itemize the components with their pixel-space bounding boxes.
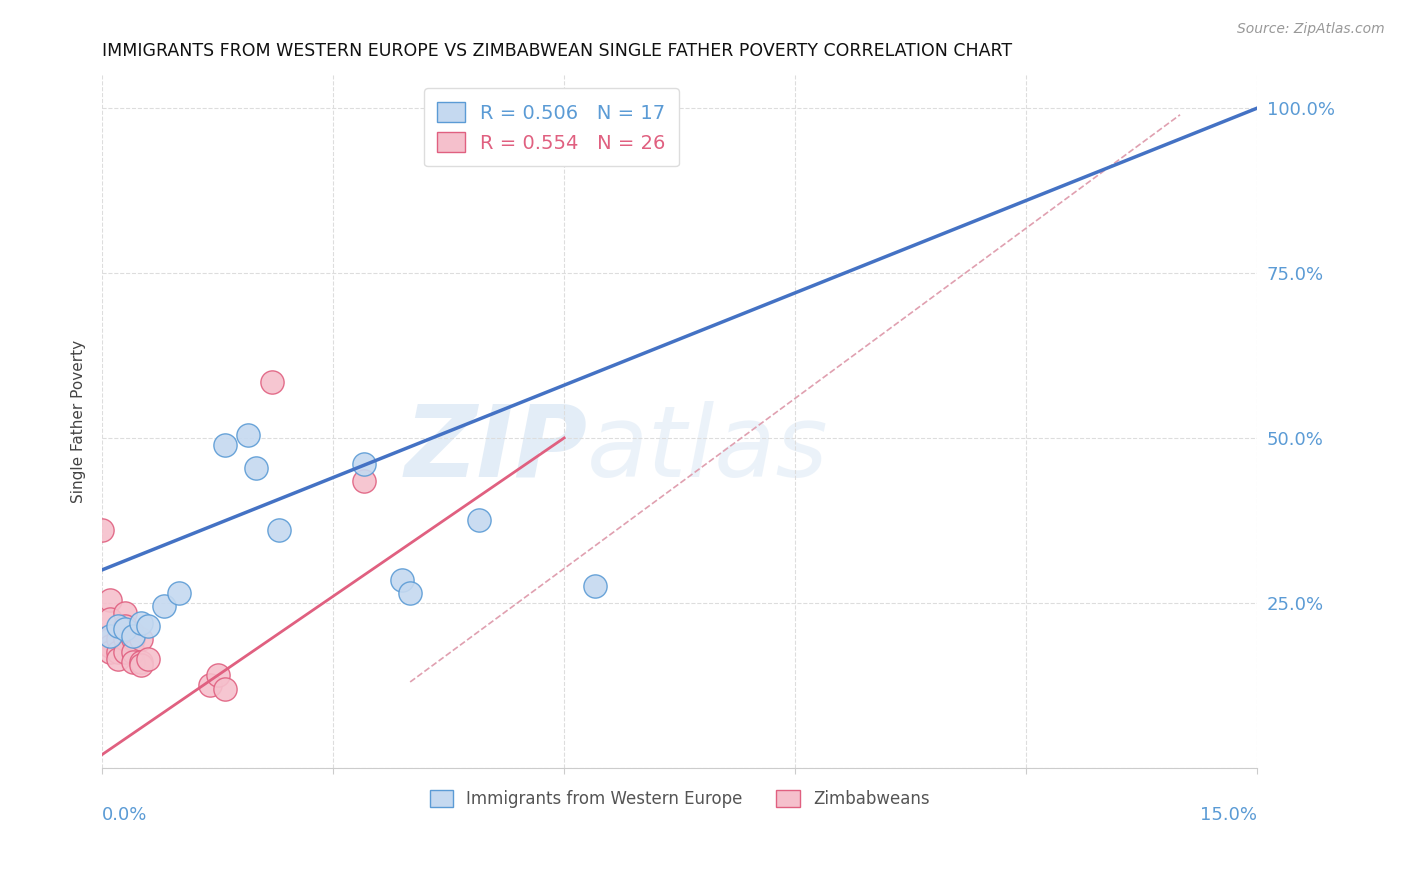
Point: [98, 592, 121, 607]
Point: [245, 460, 267, 475]
Point: [122, 625, 145, 640]
Point: [98, 639, 121, 653]
Point: [583, 579, 606, 593]
Point: [114, 619, 136, 633]
Point: [114, 632, 136, 646]
Text: atlas: atlas: [588, 401, 830, 498]
Point: [122, 629, 145, 643]
Point: [198, 678, 221, 692]
Point: [238, 427, 260, 442]
Text: Source: ZipAtlas.com: Source: ZipAtlas.com: [1237, 22, 1385, 37]
Text: IMMIGRANTS FROM WESTERN EUROPE VS ZIMBABWEAN SINGLE FATHER POVERTY CORRELATION C: IMMIGRANTS FROM WESTERN EUROPE VS ZIMBAB…: [103, 42, 1012, 60]
Point: [353, 458, 375, 472]
Point: [107, 632, 129, 646]
Point: [122, 655, 145, 669]
Point: [207, 668, 229, 682]
Y-axis label: Single Father Poverty: Single Father Poverty: [72, 340, 86, 503]
Point: [98, 612, 121, 626]
Point: [391, 573, 413, 587]
Point: [114, 645, 136, 659]
Point: [214, 681, 236, 696]
Point: [399, 586, 422, 600]
Point: [353, 474, 375, 488]
Point: [138, 652, 160, 666]
Point: [98, 629, 121, 643]
Point: [468, 513, 491, 527]
Text: 15.0%: 15.0%: [1201, 805, 1257, 824]
Point: [260, 375, 283, 389]
Point: [122, 645, 145, 659]
Point: [129, 658, 152, 673]
Text: ZIP: ZIP: [405, 401, 588, 498]
Point: [107, 645, 129, 659]
Point: [107, 619, 129, 633]
Point: [214, 437, 236, 451]
Point: [153, 599, 176, 614]
Point: [129, 615, 152, 630]
Point: [107, 652, 129, 666]
Point: [114, 622, 136, 636]
Point: [114, 606, 136, 620]
Point: [91, 523, 114, 537]
Point: [98, 645, 121, 659]
Point: [98, 632, 121, 646]
Point: [129, 632, 152, 646]
Point: [122, 632, 145, 646]
Text: 0.0%: 0.0%: [103, 805, 148, 824]
Point: [129, 655, 152, 669]
Legend: Immigrants from Western Europe, Zimbabweans: Immigrants from Western Europe, Zimbabwe…: [423, 783, 936, 814]
Point: [167, 586, 190, 600]
Point: [138, 619, 160, 633]
Point: [269, 523, 291, 537]
